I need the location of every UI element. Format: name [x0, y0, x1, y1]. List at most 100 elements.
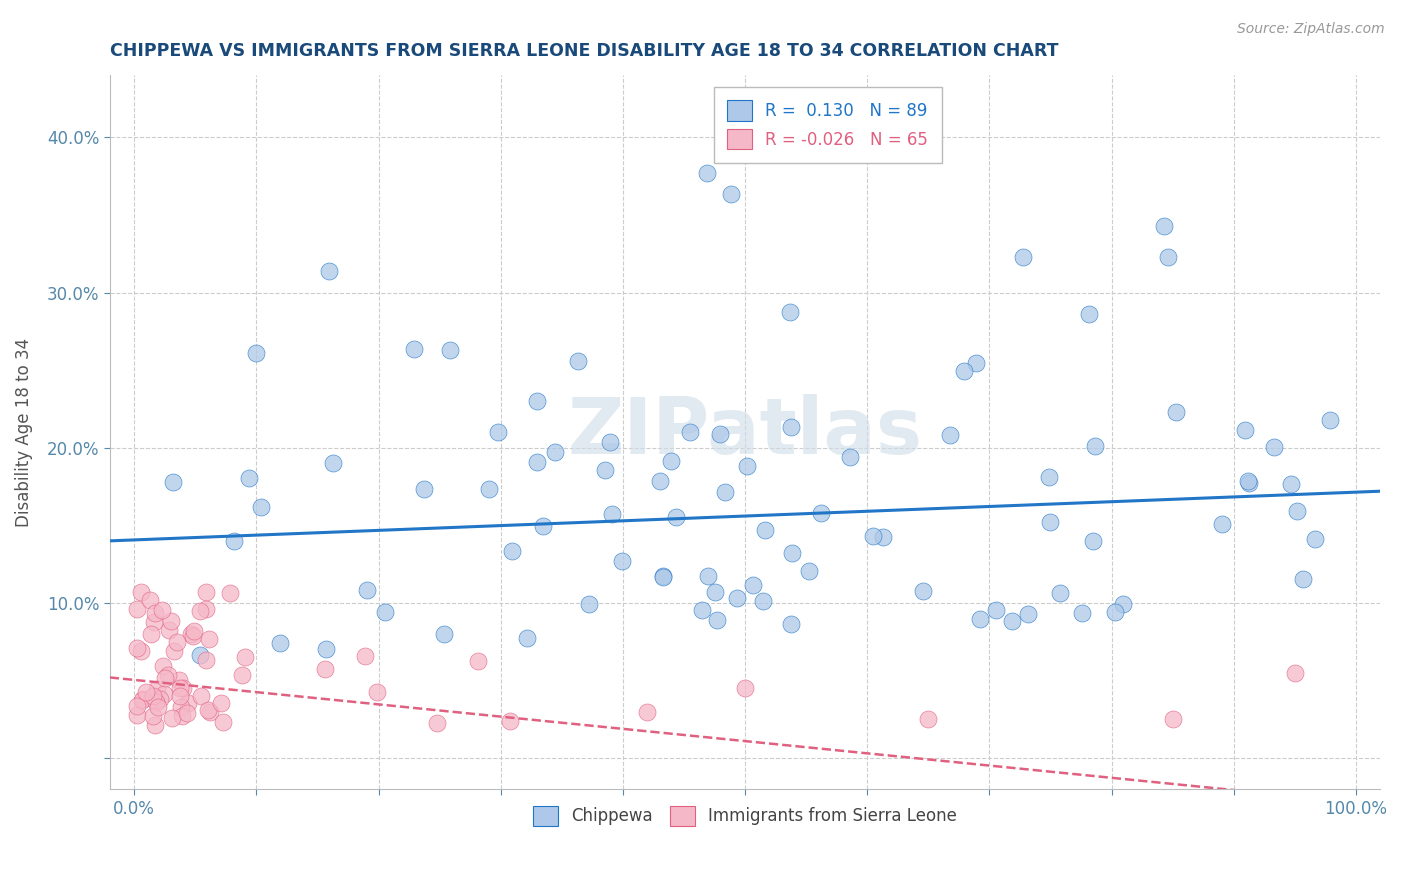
Point [190, 648, 212, 662]
Point [780, 420, 803, 434]
Point [1279, 476, 1302, 491]
Point [131, 644, 153, 658]
Point [1237, 476, 1260, 491]
Point [125, 698, 148, 713]
Point [402, 343, 425, 357]
Point [952, 364, 974, 378]
Point [143, 606, 166, 620]
Point [734, 681, 756, 696]
Point [146, 699, 169, 714]
Point [209, 696, 232, 710]
Point [426, 716, 449, 731]
Point [779, 617, 801, 632]
Point [143, 718, 166, 732]
Point [578, 597, 600, 611]
Point [366, 685, 388, 699]
Point [501, 543, 523, 558]
Point [600, 508, 623, 522]
Point [197, 632, 219, 646]
Point [233, 650, 256, 665]
Point [516, 631, 538, 645]
Point [153, 671, 176, 685]
Point [1078, 307, 1101, 321]
Point [231, 668, 253, 682]
Point [1263, 440, 1285, 454]
Point [198, 705, 221, 719]
Point [439, 343, 461, 357]
Point [190, 689, 212, 703]
Point [129, 585, 152, 599]
Point [1039, 515, 1062, 529]
Point [1083, 534, 1105, 549]
Point [170, 700, 193, 714]
Point [690, 602, 713, 616]
Point [162, 475, 184, 489]
Point [169, 689, 191, 703]
Point [222, 533, 245, 548]
Point [354, 649, 377, 664]
Point [754, 523, 776, 537]
Point [181, 629, 204, 643]
Point [969, 612, 991, 626]
Point [704, 585, 727, 599]
Point [911, 584, 934, 599]
Legend: Chippewa, Immigrants from Sierra Leone: Chippewa, Immigrants from Sierra Leone [524, 797, 966, 834]
Point [706, 613, 728, 627]
Point [612, 554, 634, 568]
Point [245, 346, 267, 360]
Point [169, 681, 191, 695]
Point [1319, 413, 1341, 427]
Point [374, 605, 396, 619]
Point [696, 166, 718, 180]
Point [149, 691, 172, 706]
Point [1070, 606, 1092, 620]
Point [156, 668, 179, 682]
Point [1104, 606, 1126, 620]
Point [544, 445, 567, 459]
Point [810, 506, 832, 520]
Point [1211, 516, 1233, 531]
Point [160, 614, 183, 628]
Point [195, 602, 218, 616]
Point [412, 482, 434, 496]
Point [599, 434, 621, 449]
Point [125, 707, 148, 722]
Point [183, 624, 205, 638]
Point [172, 681, 194, 696]
Point [661, 454, 683, 468]
Point [1303, 532, 1326, 546]
Point [194, 585, 217, 599]
Point [170, 708, 193, 723]
Point [1153, 219, 1175, 233]
Point [1157, 250, 1180, 264]
Point [984, 603, 1007, 617]
Point [238, 470, 260, 484]
Point [752, 594, 775, 608]
Point [152, 659, 174, 673]
Point [322, 456, 344, 470]
Text: CHIPPEWA VS IMMIGRANTS FROM SIERRA LEONE DISABILITY AGE 18 TO 34 CORRELATION CHA: CHIPPEWA VS IMMIGRANTS FROM SIERRA LEONE… [110, 42, 1059, 60]
Point [219, 585, 242, 599]
Point [1049, 586, 1071, 600]
Text: ZIPatlas: ZIPatlas [568, 394, 922, 470]
Point [177, 696, 200, 710]
Point [782, 547, 804, 561]
Point [142, 689, 165, 703]
Point [150, 603, 173, 617]
Point [526, 393, 548, 408]
Point [499, 714, 522, 728]
Point [567, 353, 589, 368]
Point [188, 604, 211, 618]
Point [125, 641, 148, 656]
Point [741, 578, 763, 592]
Point [139, 626, 162, 640]
Point [709, 426, 731, 441]
Point [146, 682, 169, 697]
Point [862, 529, 884, 543]
Point [872, 530, 894, 544]
Point [197, 703, 219, 717]
Point [838, 450, 860, 464]
Point [779, 305, 801, 319]
Point [665, 510, 688, 524]
Point [1084, 439, 1107, 453]
